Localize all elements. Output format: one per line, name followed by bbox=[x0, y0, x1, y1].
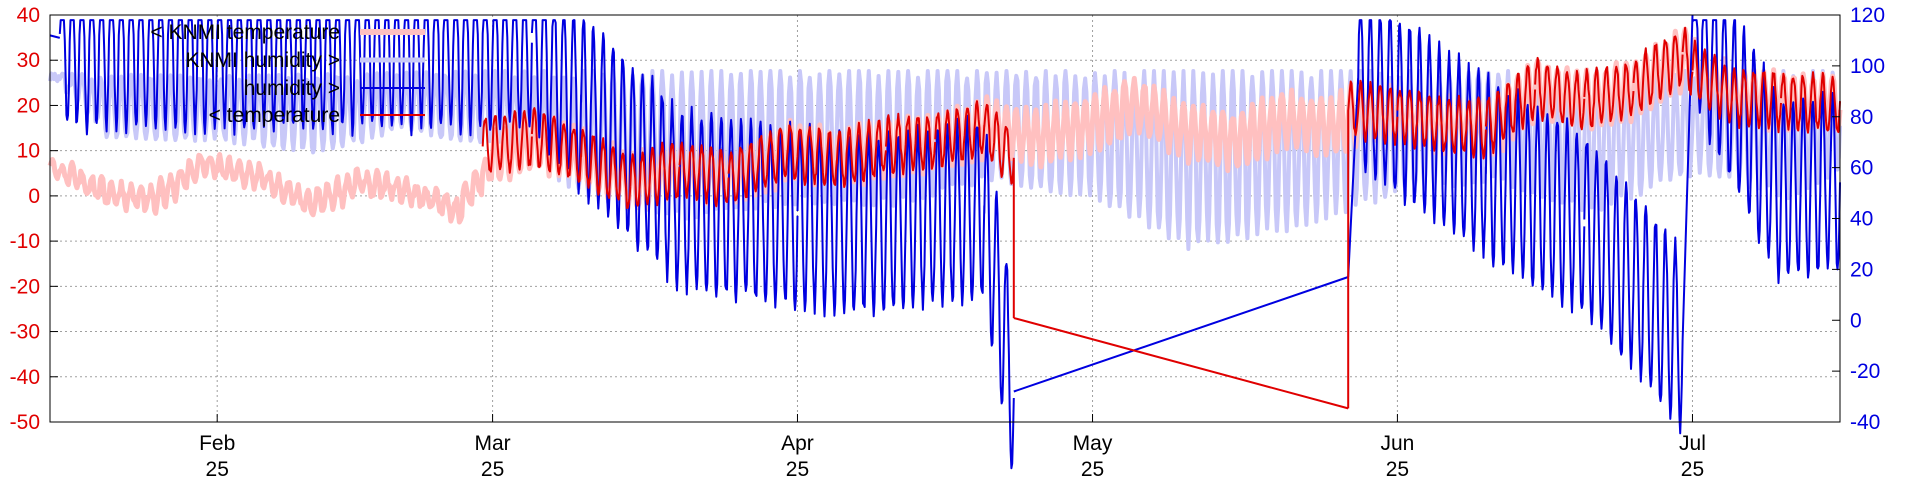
y-right-tick-label: 20 bbox=[1850, 258, 1873, 281]
y-left-tick-label: -20 bbox=[10, 275, 40, 298]
y-left-tick-label: 20 bbox=[17, 94, 40, 117]
y-left-tick-label: 40 bbox=[17, 4, 40, 27]
axes-layer: 403020100-10-20-30-40-50120100806040200-… bbox=[10, 4, 1885, 480]
x-tick-month: Apr bbox=[781, 432, 814, 455]
y-left-tick-label: -40 bbox=[10, 366, 40, 389]
x-tick-month: Feb bbox=[199, 432, 235, 455]
y-left-tick-label: 10 bbox=[17, 140, 40, 163]
temperature-line bbox=[481, 26, 1841, 410]
y-right-tick-label: -20 bbox=[1850, 360, 1880, 383]
x-tick-month: May bbox=[1073, 432, 1113, 455]
legend-label: humidity > bbox=[244, 77, 340, 100]
legend-label: < KNMI temperature bbox=[150, 21, 340, 44]
x-tick-month: Jul bbox=[1679, 432, 1706, 455]
x-tick-year: 25 bbox=[206, 458, 229, 480]
y-right-tick-label: 0 bbox=[1850, 309, 1862, 332]
y-right-tick-label: 120 bbox=[1850, 4, 1885, 27]
series-layer bbox=[47, 14, 1843, 470]
y-left-tick-label: 30 bbox=[17, 49, 40, 72]
y-right-tick-label: 40 bbox=[1850, 208, 1873, 231]
x-tick-year: 25 bbox=[786, 458, 809, 480]
x-tick-year: 25 bbox=[481, 458, 504, 480]
y-right-tick-label: 100 bbox=[1850, 55, 1885, 78]
y-left-tick-label: -30 bbox=[10, 321, 40, 344]
x-tick-month: Mar bbox=[474, 432, 510, 455]
y-left-tick-label: -50 bbox=[10, 411, 40, 434]
x-tick-year: 25 bbox=[1681, 458, 1704, 480]
legend-label: KNMI humidity > bbox=[185, 49, 340, 72]
y-right-tick-label: 80 bbox=[1850, 106, 1873, 129]
x-tick-month: Jun bbox=[1380, 432, 1414, 455]
x-tick-year: 25 bbox=[1081, 458, 1104, 480]
legend-label: < temperature bbox=[209, 104, 340, 127]
series-temperature bbox=[481, 26, 1841, 410]
y-left-tick-label: 0 bbox=[28, 185, 40, 208]
x-tick-year: 25 bbox=[1386, 458, 1409, 480]
legend: < KNMI temperature KNMI humidity > humidit… bbox=[150, 21, 425, 127]
y-right-tick-label: -40 bbox=[1850, 411, 1880, 434]
y-right-tick-label: 60 bbox=[1850, 157, 1873, 180]
y-left-tick-label: -10 bbox=[10, 230, 40, 253]
